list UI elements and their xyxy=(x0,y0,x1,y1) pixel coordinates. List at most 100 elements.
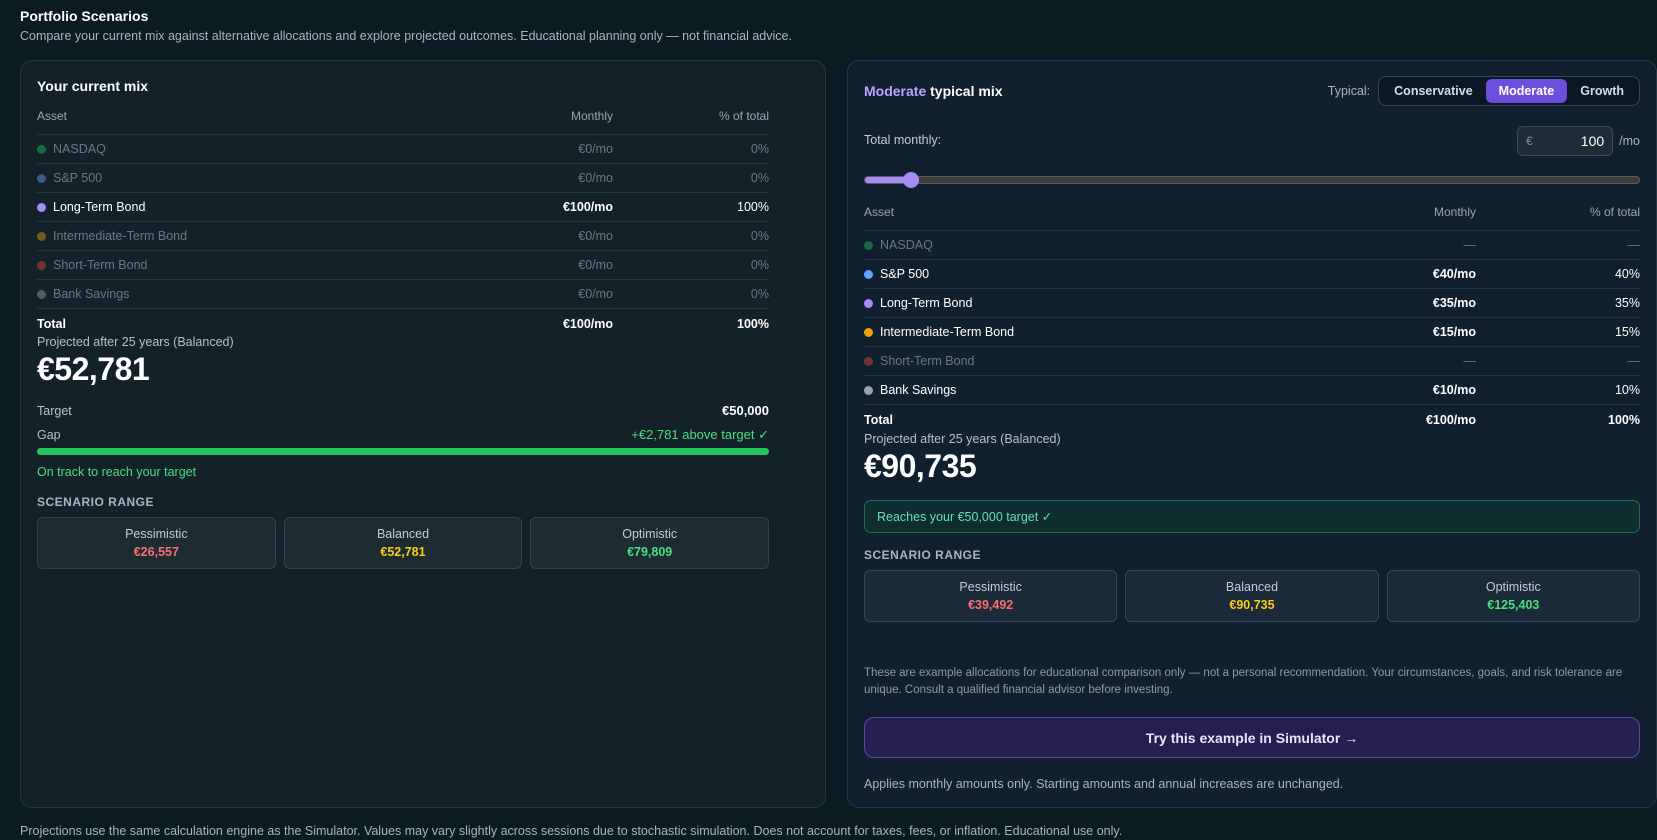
table-row: Long-Term Bond €35/mo 35% xyxy=(864,287,1640,317)
header-asset: Asset xyxy=(864,205,895,220)
pct-value: — xyxy=(1476,229,1640,259)
projected-value: €90,735 xyxy=(864,448,977,484)
asset-name: NASDAQ xyxy=(880,237,933,252)
typical-mix-title-highlight: Moderate xyxy=(864,83,927,99)
table-row: Long-Term Bond €100/mo 100% xyxy=(37,191,769,221)
total-row: Total €100/mo 100% xyxy=(864,403,1640,436)
asset-name: S&P 500 xyxy=(880,266,930,281)
pct-value: 0% xyxy=(613,162,769,192)
scenario-name: Optimistic xyxy=(622,527,678,541)
target-value: €50,000 xyxy=(722,403,769,418)
asset-name: Long-Term Bond xyxy=(53,199,146,214)
amount-value: 100 xyxy=(1580,133,1605,149)
scenario-range: Pessimistic €26,557 Balanced €52,781 Opt… xyxy=(37,517,770,569)
footer-note: Projections use the same calculation eng… xyxy=(20,824,1123,838)
nasdaq-dot-icon xyxy=(37,144,46,154)
scenario-value: €52,781 xyxy=(380,545,426,559)
current-mix-card: Your current mix Asset Monthly % of tota… xyxy=(20,60,826,808)
short-bond-dot-icon xyxy=(864,356,873,366)
monthly-amount-slider[interactable] xyxy=(864,172,1640,188)
scenario-range-label: SCENARIO RANGE xyxy=(864,548,982,562)
scenario-value: €39,492 xyxy=(968,598,1014,612)
option-moderate[interactable]: Moderate xyxy=(1485,79,1568,103)
intermediate-bond-dot-icon xyxy=(864,327,873,337)
sp500-dot-icon xyxy=(37,173,46,183)
scenario-pessimistic: Pessimistic €26,557 xyxy=(37,517,276,569)
scenario-value: €90,735 xyxy=(1229,598,1275,612)
current-mix-title: Your current mix xyxy=(37,78,148,94)
asset-name: Bank Savings xyxy=(53,286,130,301)
monthly-value: €40/mo xyxy=(1276,258,1476,288)
short-bond-dot-icon xyxy=(37,260,46,270)
monthly-value: €15/mo xyxy=(1276,316,1476,346)
monthly-amount-input[interactable]: € 100 xyxy=(1517,126,1614,156)
sp500-dot-icon xyxy=(864,269,873,279)
table-row: Intermediate-Term Bond €0/mo 0% xyxy=(37,220,769,250)
pct-value: 0% xyxy=(613,249,769,279)
total-label: Total xyxy=(37,307,413,340)
table-row: S&P 500 €0/mo 0% xyxy=(37,162,769,192)
table-row: Intermediate-Term Bond €15/mo 15% xyxy=(864,316,1640,346)
table-row: NASDAQ — — xyxy=(864,229,1640,259)
typical-selector: Typical: Conservative Moderate Growth xyxy=(1328,76,1640,106)
table-row: Short-Term Bond €0/mo 0% xyxy=(37,249,769,279)
try-in-simulator-button[interactable]: Try this example in Simulator → xyxy=(864,717,1640,758)
pct-value: 0% xyxy=(613,278,769,308)
slider-fill xyxy=(865,177,912,183)
total-monthly: €100/mo xyxy=(413,307,613,340)
monthly-value: €0/mo xyxy=(413,220,613,250)
asset-name: NASDAQ xyxy=(53,141,106,156)
scenario-balanced: Balanced €90,735 xyxy=(1125,570,1379,622)
pct-value: 35% xyxy=(1476,287,1640,317)
scenario-range: Pessimistic €39,492 Balanced €90,735 Opt… xyxy=(864,570,1640,622)
header-pct: % of total xyxy=(1589,205,1640,220)
asset-name: S&P 500 xyxy=(53,170,103,185)
monthly-value: €10/mo xyxy=(1276,374,1476,404)
asset-name: Short-Term Bond xyxy=(880,353,975,368)
status-text: On track to reach your target xyxy=(37,465,197,479)
monthly-value: €35/mo xyxy=(1276,287,1476,317)
gap-row: Gap +€2,781 above target ✓ xyxy=(37,427,769,443)
option-growth[interactable]: Growth xyxy=(1580,84,1624,98)
typical-segmented-control: Conservative Moderate Growth xyxy=(1378,76,1640,106)
pct-value: — xyxy=(1476,345,1640,375)
scenario-range-label: SCENARIO RANGE xyxy=(37,495,155,509)
typical-mix-title-rest: typical mix xyxy=(926,83,1003,99)
total-label: Total xyxy=(864,403,1276,436)
total-pct: 100% xyxy=(613,307,769,340)
asset-name: Short-Term Bond xyxy=(53,257,148,272)
header-monthly: Monthly xyxy=(570,109,613,124)
pct-value: 10% xyxy=(1476,374,1640,404)
monthly-value: €0/mo xyxy=(413,133,613,163)
pct-value: 0% xyxy=(613,133,769,163)
typical-allocation-table: Asset Monthly % of total NASDAQ — — S&P … xyxy=(864,201,1640,436)
total-monthly-label: Total monthly: xyxy=(864,133,942,147)
monthly-value: €0/mo xyxy=(413,249,613,279)
asset-name: Bank Savings xyxy=(880,382,957,397)
scenario-value: €125,403 xyxy=(1487,598,1540,612)
long-bond-dot-icon xyxy=(864,298,873,308)
scenario-name: Pessimistic xyxy=(959,580,1022,594)
scenario-value: €26,557 xyxy=(133,545,179,559)
intermediate-bond-dot-icon xyxy=(37,231,46,241)
total-row: Total €100/mo 100% xyxy=(37,307,769,340)
asset-name: Long-Term Bond xyxy=(880,295,973,310)
total-monthly: €100/mo xyxy=(1276,403,1476,436)
scenario-name: Balanced xyxy=(1225,580,1279,594)
total-pct: 100% xyxy=(1476,403,1640,436)
pct-value: 100% xyxy=(613,191,769,221)
option-conservative[interactable]: Conservative xyxy=(1394,84,1473,98)
slider-thumb[interactable] xyxy=(903,172,920,188)
page-header: Portfolio Scenarios Compare your current… xyxy=(20,8,792,43)
asset-name: Intermediate-Term Bond xyxy=(53,228,188,243)
table-row: Short-Term Bond — — xyxy=(864,345,1640,375)
long-bond-dot-icon xyxy=(37,202,46,212)
per-month-label: /mo xyxy=(1619,134,1640,148)
asset-name: Intermediate-Term Bond xyxy=(880,324,1015,339)
scenario-optimistic: Optimistic €125,403 xyxy=(1386,570,1640,622)
monthly-value: — xyxy=(1276,229,1476,259)
scenario-name: Balanced xyxy=(376,527,430,541)
projected-label: Projected after 25 years (Balanced) xyxy=(864,432,1061,446)
monthly-value: €0/mo xyxy=(413,162,613,192)
pct-value: 15% xyxy=(1476,316,1640,346)
